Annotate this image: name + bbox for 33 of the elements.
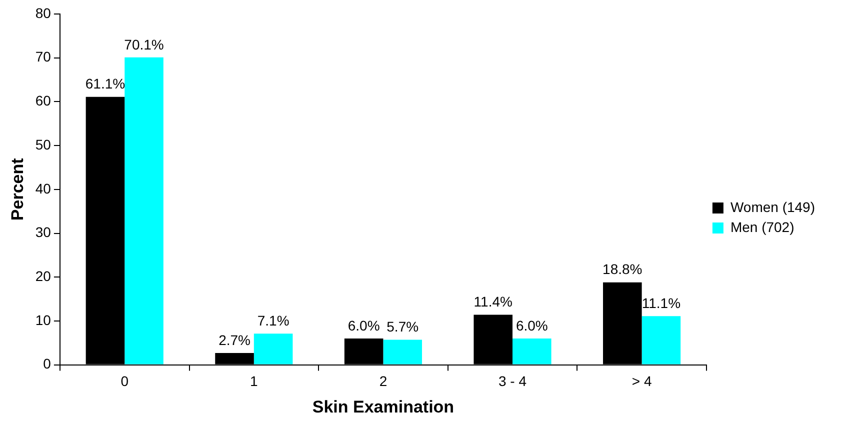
data-label: 11.1% [642, 294, 681, 311]
y-axis-title: Percent [8, 158, 27, 221]
x-axis-title: Skin Examination [312, 397, 454, 416]
y-tick-label: 20 [35, 268, 52, 284]
x-tick-label: 0 [120, 373, 129, 390]
data-label: 6.0% [516, 317, 548, 334]
data-label: 61.1% [85, 76, 126, 92]
y-tick-label: 10 [35, 312, 52, 328]
bar [512, 338, 552, 364]
legend-label: Men (702) [730, 218, 794, 235]
y-tick-label: 0 [43, 356, 52, 372]
x-tick-label: 2 [379, 373, 388, 390]
bar [383, 340, 422, 364]
data-label: 70.1% [124, 36, 164, 52]
x-tick-label: > 4 [632, 373, 652, 390]
bar [124, 57, 164, 364]
y-tick-label: 50 [35, 136, 52, 152]
legend-label: Women (149) [730, 198, 816, 215]
x-tick-label: 3 - 4 [498, 373, 527, 390]
bar [642, 316, 681, 364]
data-label: 6.0% [348, 317, 380, 334]
y-tick-label: 70 [35, 48, 52, 65]
y-tick-label: 40 [35, 180, 52, 196]
data-label: 7.1% [257, 312, 290, 329]
y-tick-label: 80 [35, 4, 52, 21]
y-tick-label: 60 [35, 92, 52, 109]
data-label: 11.4% [474, 294, 512, 310]
data-label: 5.7% [386, 318, 419, 335]
x-tick-label: 1 [250, 373, 258, 390]
bar [254, 334, 293, 364]
data-label: 18.8% [602, 261, 642, 278]
y-tick-label: 30 [35, 224, 52, 240]
data-label: 2.7% [218, 332, 250, 348]
